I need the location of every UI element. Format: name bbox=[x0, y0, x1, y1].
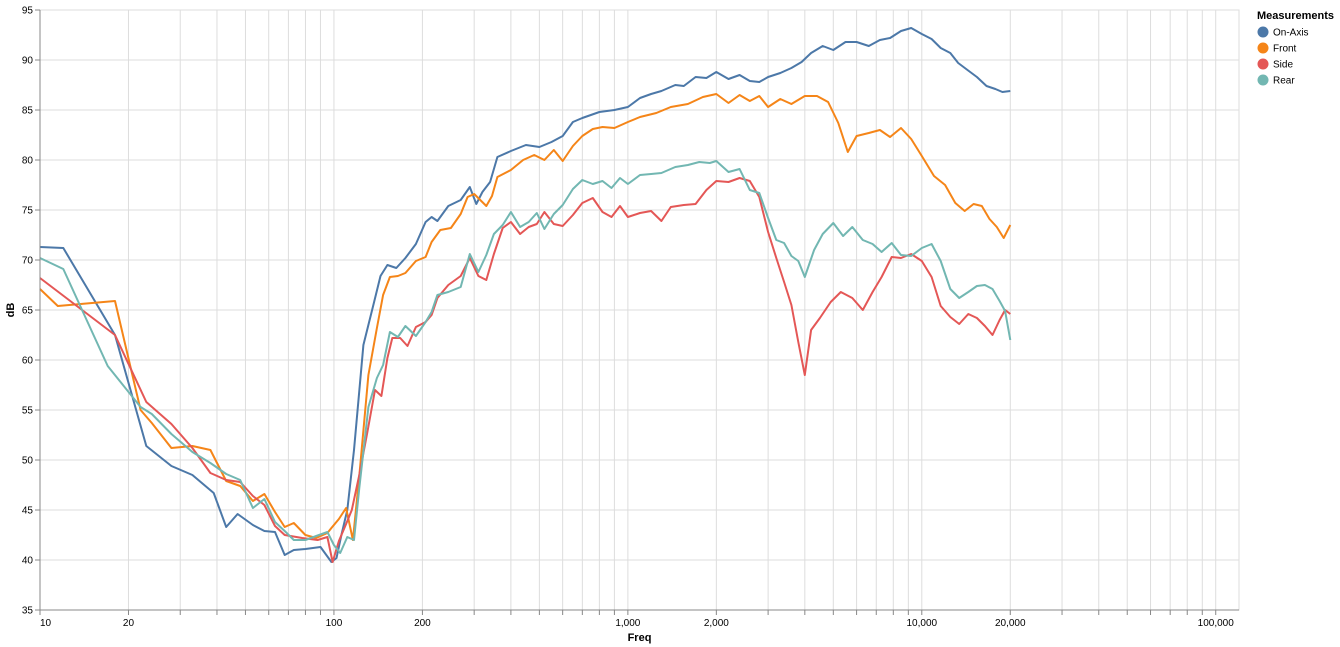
x-axis: 10 20 100 200 1,000 2,000 10,000 20,000 100,000 bbox=[39, 609, 1239, 629]
y-tick-label: 90 bbox=[22, 56, 34, 67]
y-tick-label: 70 bbox=[22, 256, 34, 267]
legend-label: Rear bbox=[1273, 76, 1295, 87]
legend-label: Front bbox=[1273, 44, 1297, 55]
y-tick-label: 65 bbox=[22, 306, 34, 317]
y-tick-label: 80 bbox=[22, 156, 34, 167]
legend-symbol bbox=[1257, 74, 1269, 86]
x-tick-label: 100,000 bbox=[1198, 618, 1235, 629]
y-tick-label: 50 bbox=[22, 456, 34, 467]
y-tick-label: 85 bbox=[22, 106, 34, 117]
x-tick-label: 20,000 bbox=[995, 618, 1026, 629]
series-line-side bbox=[39, 177, 1011, 563]
x-tick-label: 10,000 bbox=[906, 618, 937, 629]
series-line-rear bbox=[39, 160, 1012, 554]
legend-symbol bbox=[1257, 58, 1269, 70]
x-tick-label: 2,000 bbox=[704, 618, 729, 629]
y-tick-label: 45 bbox=[22, 506, 34, 517]
y-tick-label: 95 bbox=[22, 6, 34, 17]
legend-label: On-Axis bbox=[1273, 28, 1309, 39]
series-lines bbox=[39, 27, 1012, 563]
y-axis-title: dB bbox=[5, 303, 17, 318]
y-tick-label: 35 bbox=[22, 606, 34, 617]
y-tick-label: 55 bbox=[22, 406, 34, 417]
legend-label: Side bbox=[1273, 60, 1293, 71]
legend-symbol bbox=[1257, 42, 1269, 54]
y-tick-label: 40 bbox=[22, 556, 34, 567]
x-tick-label: 100 bbox=[326, 618, 343, 629]
y-tick-label: 60 bbox=[22, 356, 34, 367]
legend-title: Measurements bbox=[1257, 10, 1334, 22]
x-axis-title: Freq bbox=[628, 632, 652, 644]
x-tick-label: 1,000 bbox=[615, 618, 640, 629]
legend: Measurements On-Axis Front Side Rear bbox=[1257, 10, 1334, 87]
legend-symbol bbox=[1257, 26, 1269, 38]
x-tick-label: 10 bbox=[40, 618, 52, 629]
x-tick-label: 200 bbox=[414, 618, 431, 629]
y-axis: 35 40 45 50 55 60 65 70 75 80 85 90 95 bbox=[22, 6, 41, 617]
series-line-on-axis bbox=[39, 27, 1011, 563]
y-tick-label: 75 bbox=[22, 206, 34, 217]
y-gridlines bbox=[40, 9, 1239, 611]
x-tick-label: 20 bbox=[123, 618, 135, 629]
series-line-front bbox=[39, 93, 1012, 541]
